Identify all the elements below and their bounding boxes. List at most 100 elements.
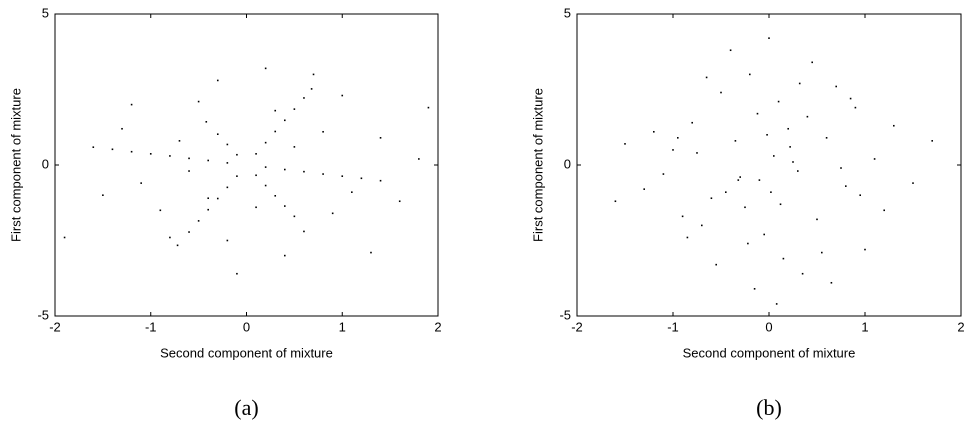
point [701,224,703,227]
x-axis-label: Second component of mixture [683,345,856,360]
point [725,191,727,193]
point [798,82,801,85]
x-tick-label: 0 [765,319,772,334]
point [825,137,828,139]
point [779,203,782,206]
point [264,184,267,187]
point [178,140,181,142]
point [169,236,171,239]
x-tick-label: -2 [49,319,61,334]
point [159,209,162,212]
point [341,175,344,177]
point [130,150,133,153]
point [931,140,933,142]
point [197,220,200,222]
point [840,167,842,169]
point [255,174,257,177]
point [677,137,679,139]
point [370,251,372,254]
point [205,121,208,123]
point [681,215,684,218]
point [782,257,785,260]
point [236,153,238,156]
point [830,281,833,284]
point [744,206,746,209]
x-tick-label: 1 [861,319,868,334]
point [226,162,229,164]
point [849,97,852,100]
point [766,134,768,136]
x-tick-label: -1 [667,319,679,334]
point [274,130,277,133]
point [310,88,313,90]
point [188,170,190,172]
point [873,158,876,160]
point [729,49,732,52]
point [379,179,382,182]
point [130,103,133,106]
point [284,168,286,171]
point [236,175,238,177]
point [207,159,209,162]
point [274,195,277,197]
point [797,170,799,172]
point [226,186,229,189]
point [188,157,190,160]
point [303,230,305,233]
point [102,194,104,196]
point [264,166,267,168]
x-tick-label: -2 [571,319,583,334]
y-tick-label: -5 [559,307,571,322]
point [341,94,344,97]
x-tick-label: 0 [243,319,250,334]
point [789,146,791,148]
point [821,251,823,254]
point [216,197,219,200]
y-tick-label: 0 [42,156,49,171]
point [226,143,229,146]
point [672,149,674,151]
point [763,233,765,236]
x-axis-label: Second component of mixture [160,345,333,360]
point [255,153,257,155]
point [686,236,689,239]
point [859,194,861,196]
point [854,106,857,109]
point [739,176,741,178]
point [360,177,363,180]
point [770,191,772,193]
y-axis-label: First component of mixture [530,88,545,242]
caption: (b) [756,395,782,420]
point [806,115,809,118]
point [169,155,171,157]
point [236,272,238,275]
point [662,173,665,175]
axes-box [576,13,962,317]
x-tick-label: 1 [339,319,346,334]
point [322,130,324,133]
point [121,127,123,130]
point [274,109,277,112]
point [312,73,315,76]
point [912,182,914,184]
point [92,146,95,148]
point [749,73,751,76]
point [777,100,780,103]
point [264,67,267,70]
point [614,200,617,203]
point [758,179,761,181]
point [427,106,430,109]
axes-box [54,13,439,317]
y-tick-label: 5 [564,5,571,20]
point [696,152,698,154]
point [293,108,296,110]
x-tick-label: -1 [145,319,157,334]
point [864,248,866,251]
point [63,236,66,239]
point [140,182,142,184]
point [351,191,353,193]
point [756,112,759,115]
point [284,205,286,207]
point [303,170,305,173]
